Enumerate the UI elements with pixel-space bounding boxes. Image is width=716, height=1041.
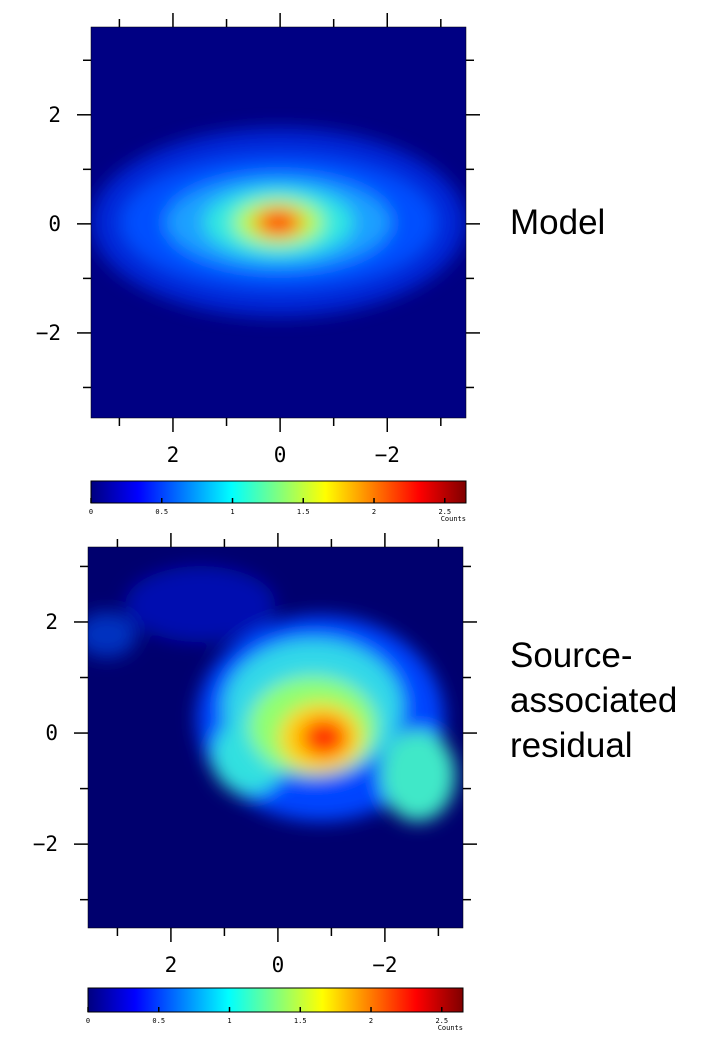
y-tick-label: 0 — [48, 212, 61, 236]
y-tick-label: −2 — [33, 832, 58, 856]
colorbar-tick-label: 0 — [89, 508, 93, 516]
heatmap-image — [77, 547, 463, 928]
panel-label: Source- — [510, 636, 633, 675]
x-tick-label: −2 — [372, 953, 397, 977]
colorbar — [91, 481, 466, 503]
x-tick-label: 0 — [274, 443, 287, 467]
colorbar-tick-label: 1 — [230, 508, 234, 516]
heatmap-blobs — [91, 129, 466, 317]
heatmap-image — [91, 27, 466, 418]
colorbar-tick-label: 1 — [227, 1017, 231, 1025]
colorbar-label: Counts — [441, 515, 466, 523]
panel-label: Model — [510, 203, 605, 242]
y-tick-label: 0 — [45, 721, 58, 745]
heatmap-blob — [302, 718, 347, 756]
x-tick-label: 0 — [272, 953, 285, 977]
colorbar-tick-label: 0 — [86, 1017, 90, 1025]
colorbar-tick-label: 1.5 — [294, 1017, 307, 1025]
y-tick-label: −2 — [36, 321, 61, 345]
y-tick-label: 2 — [45, 610, 58, 634]
colorbar-tick-label: 0.5 — [155, 508, 168, 516]
colorbar — [88, 988, 463, 1012]
heatmap-blob — [381, 730, 456, 821]
colorbar-tick-label: 2 — [372, 508, 376, 516]
colorbar-tick-label: 0.5 — [152, 1017, 165, 1025]
panel-label: associated — [510, 681, 677, 720]
colorbar-label: Counts — [438, 1024, 463, 1032]
heatmap-blob — [126, 566, 276, 642]
heatmap-blob — [265, 213, 291, 233]
x-tick-label: 2 — [165, 953, 178, 977]
colorbar-tick-label: 1.5 — [297, 508, 310, 516]
page: {"chart_data": [ {"type": "heatmap", "la… — [0, 0, 716, 1041]
heatmap-blob — [77, 612, 137, 658]
x-tick-label: −2 — [375, 443, 400, 467]
panel-label: residual — [510, 726, 633, 765]
x-tick-label: 2 — [167, 443, 180, 467]
y-tick-label: 2 — [48, 103, 61, 127]
colorbar-tick-label: 2 — [369, 1017, 373, 1025]
figure: 20−2−20200.511.522.5CountsModel20−2−2020… — [0, 0, 716, 1041]
